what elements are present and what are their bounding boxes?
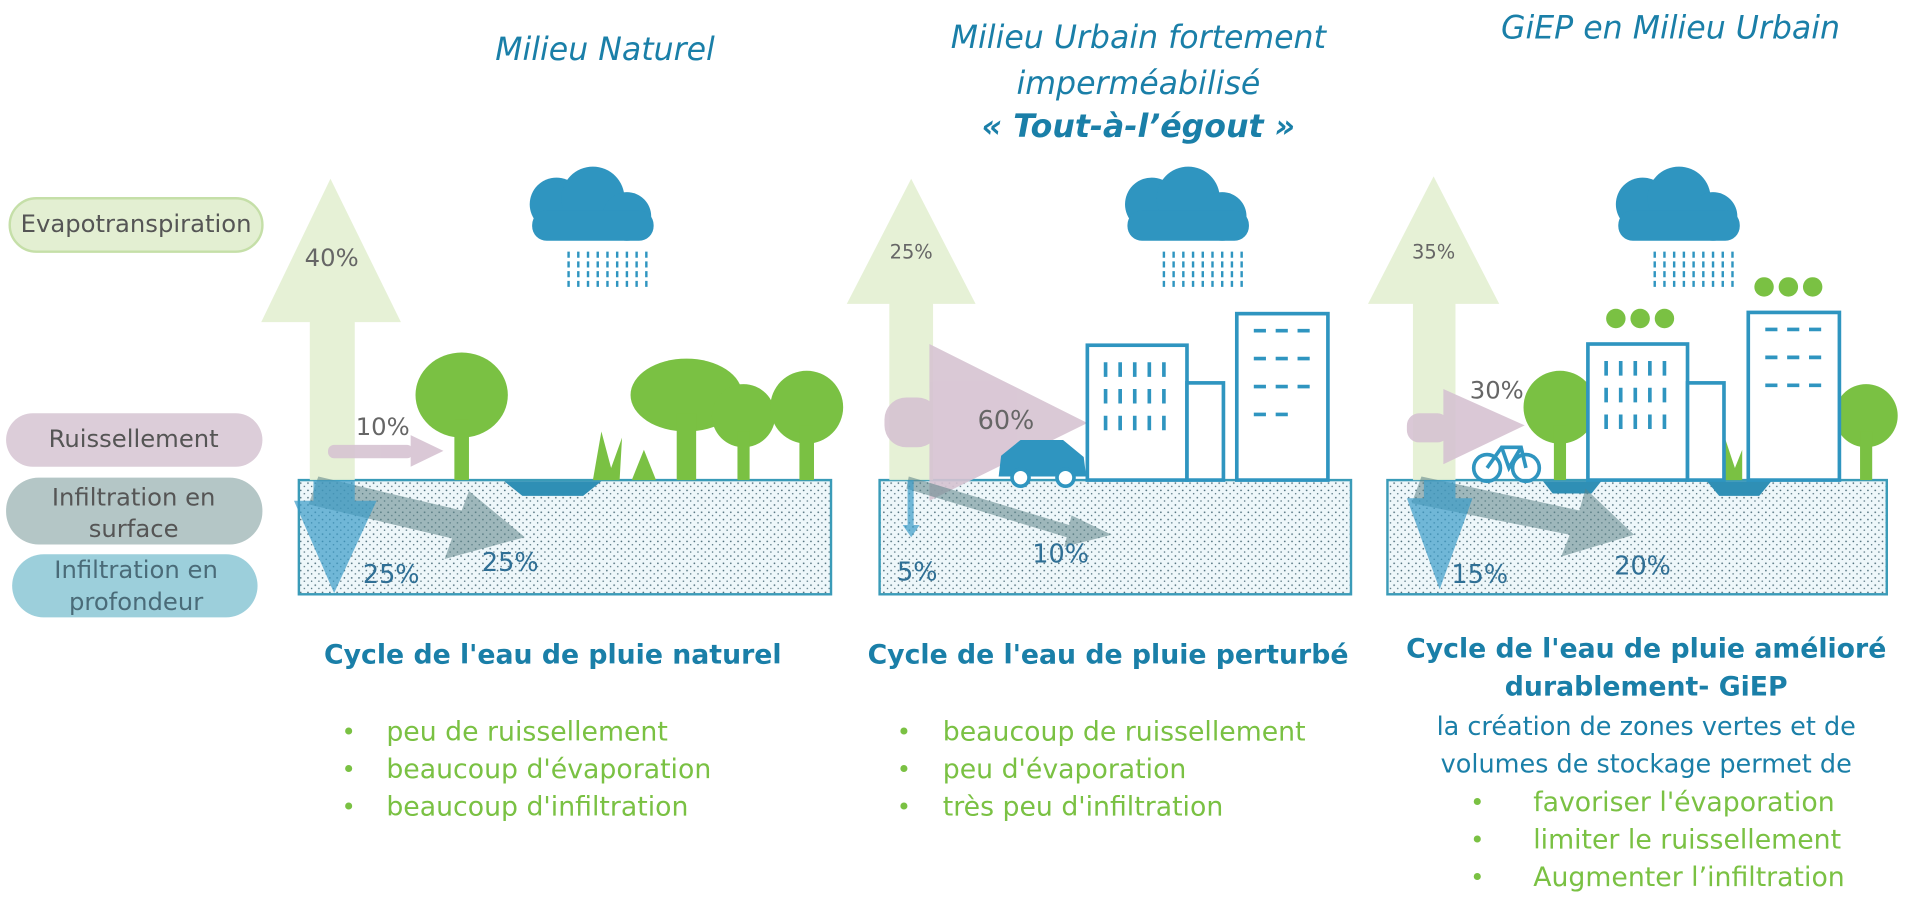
- bullet-dot: •: [1470, 787, 1484, 816]
- legend-label: Evapotranspiration: [21, 209, 252, 238]
- percentage: 15%: [1451, 560, 1508, 590]
- caption: Cycle de l'eau de pluie naturel: [324, 640, 782, 671]
- bullet-dot: •: [342, 717, 356, 746]
- percentage: 25%: [890, 240, 933, 263]
- bullet: favoriser l'évaporation: [1533, 787, 1834, 818]
- percentage: 10%: [1032, 539, 1089, 569]
- page: EvapotranspirationRuissellementInfiltrat…: [0, 0, 1905, 897]
- pond: [1543, 481, 1601, 493]
- bullet: beaucoup d'évaporation: [386, 754, 711, 785]
- percentage: 20%: [1614, 552, 1671, 582]
- intro: volumes de stockage permet de: [1441, 750, 1852, 780]
- clouds: [530, 167, 1740, 241]
- diagram: EvapotranspirationRuissellementInfiltrat…: [0, 0, 1905, 897]
- panel-subtitle: « Tout-à-l’égout »: [982, 109, 1295, 145]
- caption: Cycle de l'eau de pluie perturbé: [868, 640, 1349, 671]
- rain: [569, 252, 1733, 288]
- caption: Cycle de l'eau de pluie amélioré: [1406, 634, 1886, 665]
- percentage: 10%: [356, 412, 410, 441]
- bullet: très peu d'infiltration: [943, 792, 1223, 823]
- panel-title: Milieu Urbain fortement: [951, 20, 1328, 56]
- panel-title: GiEP en Milieu Urbain: [1501, 10, 1840, 46]
- bullet-dot: •: [897, 754, 911, 783]
- bullet-dot: •: [897, 717, 911, 746]
- caption: durablement- GiEP: [1505, 671, 1788, 702]
- percentage: 40%: [305, 243, 359, 272]
- bullet-dot: •: [1470, 863, 1484, 892]
- bullet-dot: •: [897, 792, 911, 821]
- intro: la création de zones vertes et de: [1437, 712, 1856, 742]
- percentage: 35%: [1412, 240, 1455, 263]
- percentage: 30%: [1470, 375, 1524, 404]
- bullet-dot: •: [342, 792, 356, 821]
- bullet-dot: •: [1470, 825, 1484, 854]
- legend-label: Ruissellement: [49, 424, 219, 453]
- percentage: 60%: [978, 406, 1035, 436]
- bullet-dot: •: [342, 754, 356, 783]
- panel-title: imperméabilisé: [1016, 66, 1260, 102]
- bike: [1474, 447, 1540, 481]
- percentage: 25%: [363, 560, 420, 590]
- percentage: 5%: [897, 558, 937, 588]
- bullet: peu d'évaporation: [943, 754, 1187, 785]
- bullet: beaucoup de ruissellement: [943, 716, 1306, 747]
- bullet: beaucoup d'infiltration: [386, 792, 688, 823]
- percentage: 25%: [482, 548, 539, 578]
- bullet: limiter le ruissellement: [1533, 824, 1841, 855]
- bullet: peu de ruissellement: [386, 716, 667, 747]
- bullet: Augmenter l’infiltration: [1533, 862, 1845, 893]
- panel-title: Milieu Naturel: [495, 32, 715, 68]
